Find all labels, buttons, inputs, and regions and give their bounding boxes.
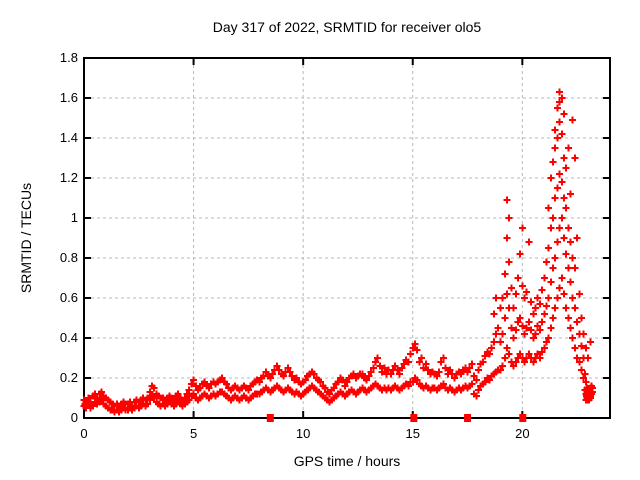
x-tick-label: 5 (189, 426, 198, 441)
x-tick-label: 20 (515, 426, 530, 441)
y-tick-label: 0.2 (59, 370, 78, 385)
x-tick-label: 15 (405, 426, 420, 441)
x-tick-label: 0 (80, 426, 88, 441)
x-tick-label: 10 (295, 426, 311, 441)
plot-border (83, 57, 611, 419)
zero-flag-marker (464, 414, 472, 422)
zero-flag-marker (266, 414, 274, 422)
zero-flag-marker (410, 414, 418, 422)
y-tick-label: 1.4 (59, 130, 78, 145)
zero-flag-marker (519, 414, 527, 422)
y-tick-label: 0.4 (59, 330, 78, 345)
y-tick-label: 0.6 (59, 290, 78, 305)
axis-ticks (83, 57, 610, 419)
y-tick-label: 0.8 (59, 250, 78, 265)
chart-title: Day 317 of 2022, SRMTID for receiver olo… (212, 19, 482, 35)
y-tick-label: 1 (70, 210, 78, 225)
y-tick-label: 1.6 (59, 90, 78, 105)
y-tick-label: 0 (70, 410, 78, 425)
y-tick-label: 1.2 (59, 170, 78, 185)
x-axis-label: GPS time / hours (293, 453, 401, 469)
scatter-points (80, 88, 596, 416)
y-tick-label: 1.8 (59, 50, 78, 65)
